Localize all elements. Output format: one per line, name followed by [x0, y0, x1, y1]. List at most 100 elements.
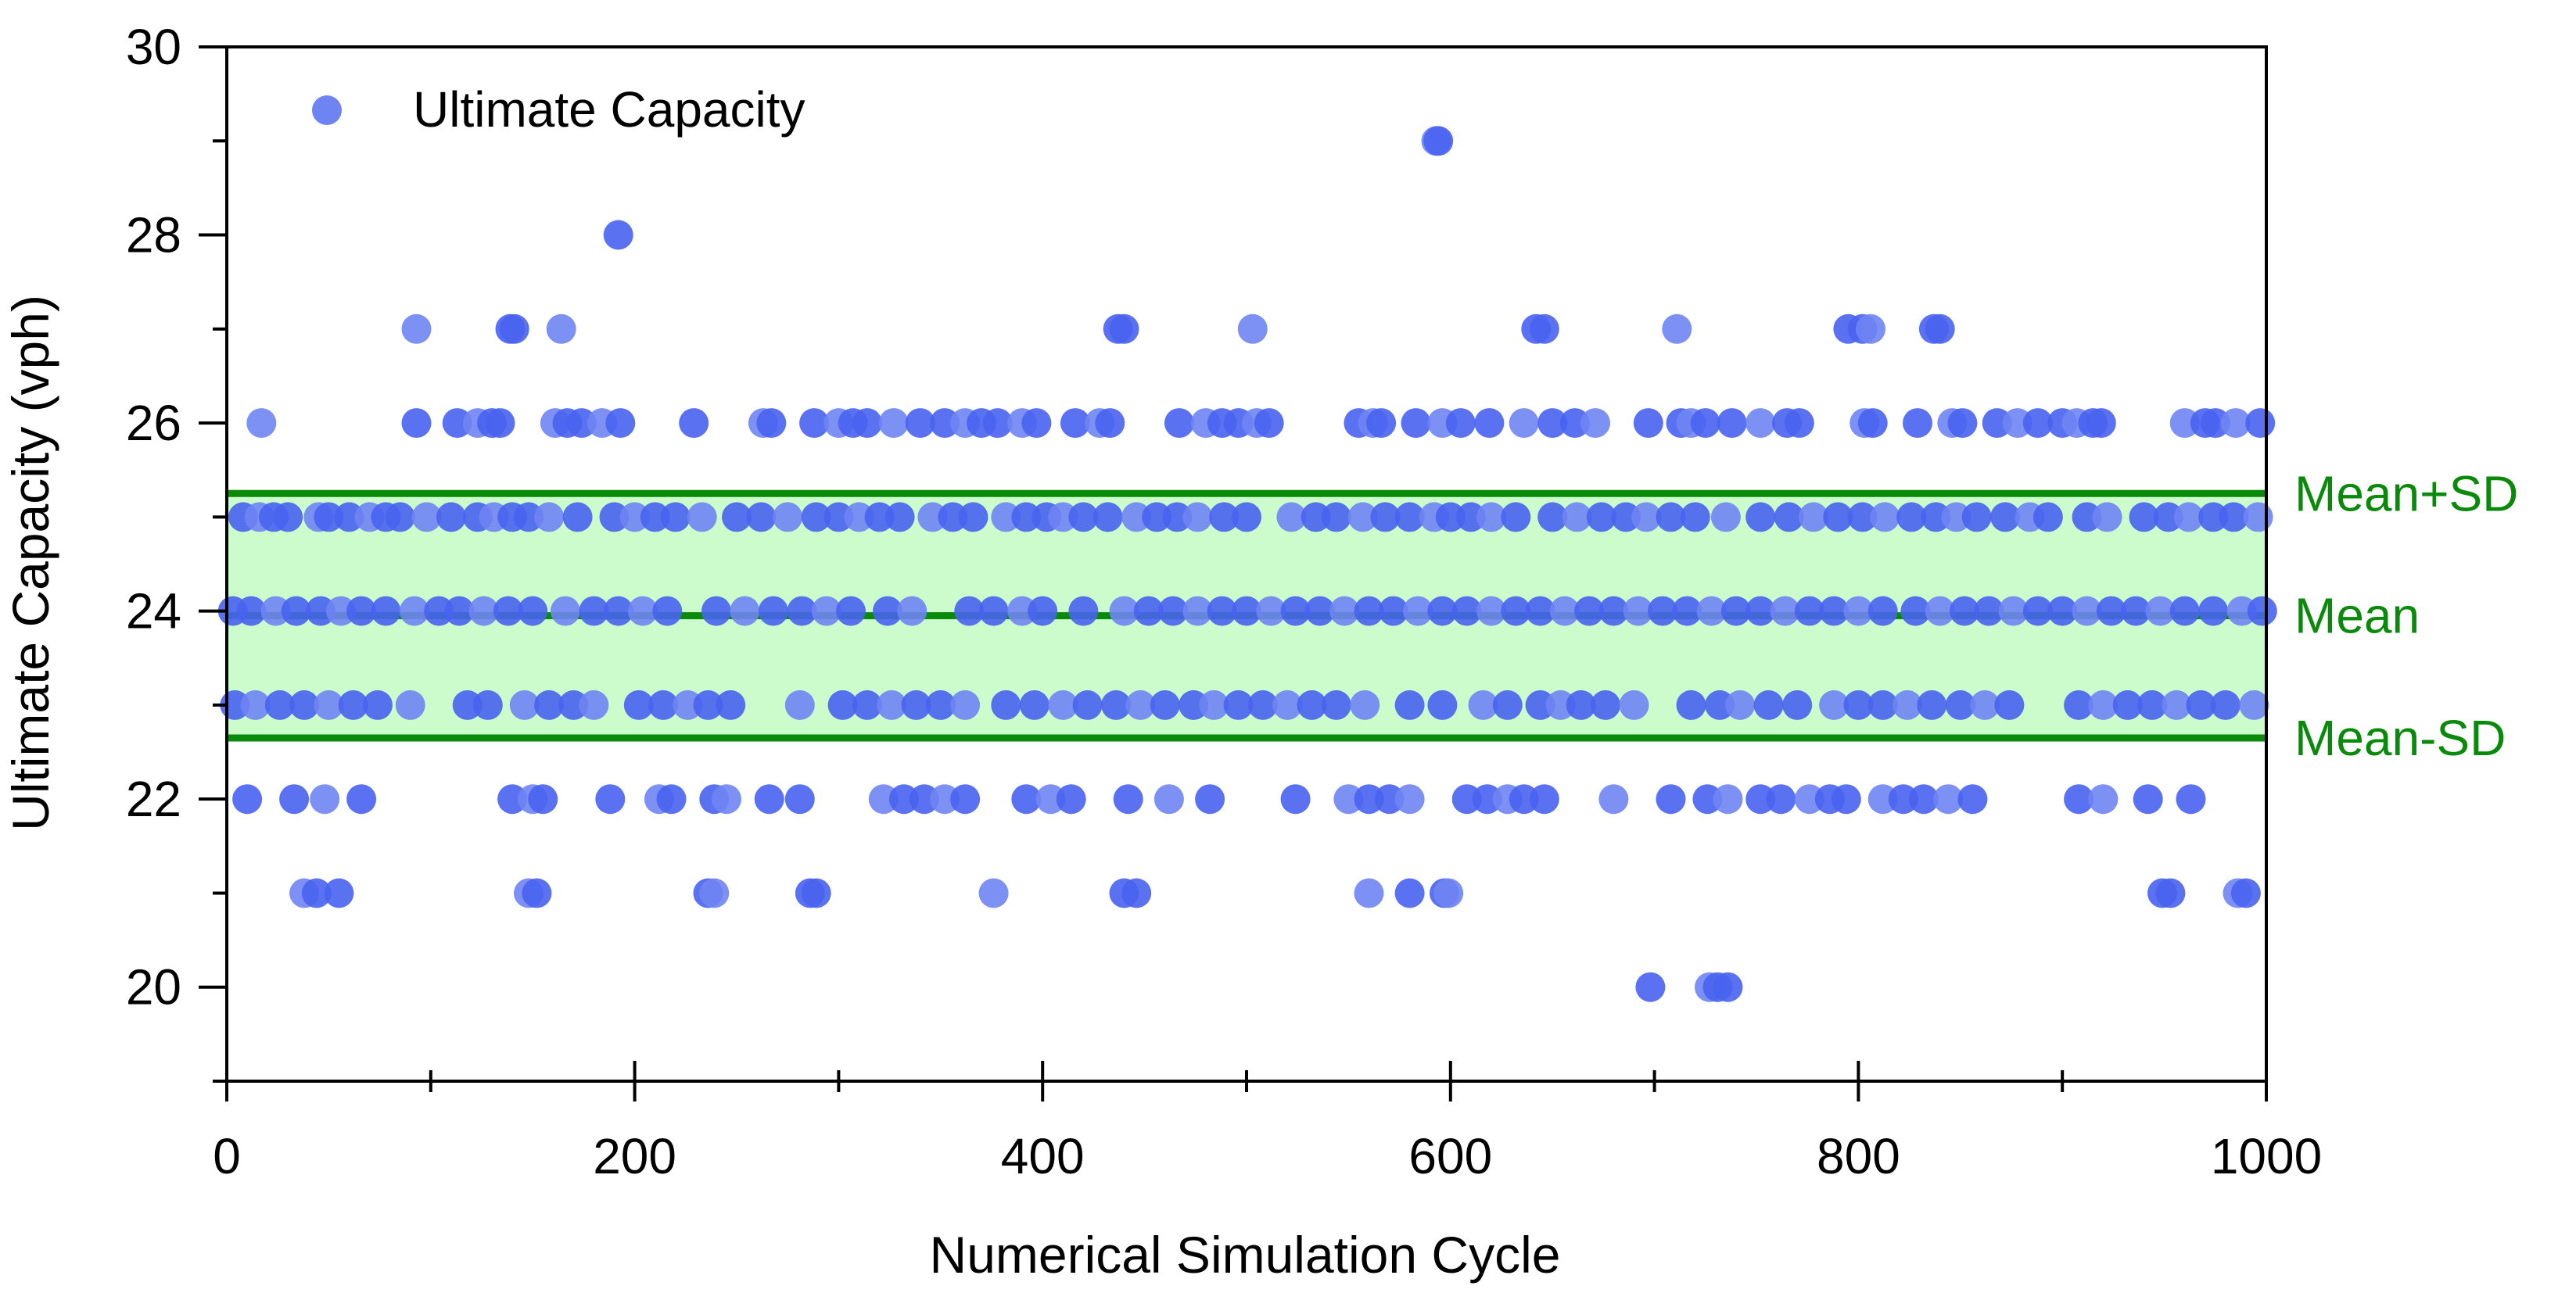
data-point [1304, 596, 1335, 626]
data-point [1150, 690, 1180, 720]
data-point [1870, 502, 1900, 532]
data-point [1656, 502, 1686, 532]
data-point [1970, 690, 2000, 720]
data-point [2002, 408, 2032, 439]
data-point [656, 784, 687, 815]
data-point [1162, 502, 1193, 532]
data-point [2200, 408, 2230, 439]
data-point [310, 784, 340, 815]
data-point [509, 690, 540, 720]
data-point [1562, 502, 1592, 532]
data-point [497, 784, 528, 815]
data-point [1158, 596, 1189, 626]
data-point [385, 502, 415, 532]
data-point [2162, 690, 2192, 720]
data-point [982, 408, 1013, 439]
data-point [2239, 690, 2269, 720]
data-point [1113, 784, 1143, 815]
data-point [534, 690, 565, 720]
data-point [722, 502, 752, 532]
data-point [991, 502, 1021, 532]
data-point [1720, 596, 1751, 626]
data-point [1770, 596, 1800, 626]
x-tick-label: 800 [1817, 1128, 1900, 1184]
data-point [2198, 502, 2229, 532]
data-point [579, 690, 609, 720]
data-point [1121, 502, 1152, 532]
data-point [562, 502, 593, 532]
data-point [346, 784, 377, 815]
data-point [2153, 502, 2183, 532]
data-point [1403, 596, 1433, 626]
data-point [514, 502, 544, 532]
data-point [2121, 596, 2151, 626]
data-point [930, 784, 960, 815]
data-point [1896, 502, 1927, 532]
data-point [2092, 502, 2122, 532]
data-point [925, 690, 956, 720]
y-tick-label: 26 [126, 395, 181, 451]
data-point [784, 690, 815, 720]
data-point [1068, 596, 1099, 626]
data-point [2210, 690, 2241, 720]
data-point [1109, 596, 1139, 626]
data-point [346, 596, 377, 626]
data-point [1933, 784, 1964, 815]
data-point [1060, 408, 1090, 439]
data-point [693, 690, 723, 720]
data-point [852, 690, 882, 720]
data-point [801, 878, 831, 908]
y-tick-label: 20 [126, 959, 181, 1015]
data-point [281, 596, 311, 626]
data-point [1782, 690, 1813, 720]
data-point [1598, 784, 1629, 815]
data-point [1819, 596, 1849, 626]
y-tick-label: 28 [126, 207, 181, 263]
data-point [799, 408, 830, 439]
data-point [2133, 784, 2163, 815]
data-point [534, 502, 565, 532]
data-point [326, 596, 356, 626]
data-point [1011, 784, 1042, 815]
data-point [1819, 690, 1849, 720]
data-point [1133, 596, 1164, 626]
data-point [1254, 408, 1284, 439]
data-point [1455, 502, 1486, 532]
data-point [730, 596, 760, 626]
data-point [485, 408, 515, 439]
data-point [1690, 408, 1720, 439]
data-point [1857, 408, 1888, 439]
data-point [1725, 690, 1756, 720]
data-point [1957, 784, 1988, 815]
data-point [1035, 784, 1066, 815]
data-point [1893, 690, 1922, 720]
data-point [1710, 502, 1741, 532]
data-point [1529, 313, 1559, 344]
data-point [2112, 690, 2143, 720]
data-point [877, 690, 907, 720]
data-point [2137, 690, 2167, 720]
data-point [1982, 408, 2012, 439]
data-point [444, 596, 475, 626]
data-point [1011, 502, 1042, 532]
data-point [1370, 502, 1401, 532]
data-point [2243, 502, 2273, 532]
data-point [950, 784, 981, 815]
legend-label: Ultimate Capacity [413, 81, 805, 138]
x-tick-label: 200 [593, 1128, 676, 1184]
data-point [1745, 784, 1776, 815]
x-axis-title: Numerical Simulation Cycle [930, 1226, 1561, 1284]
data-point [2173, 502, 2204, 532]
data-point [1048, 690, 1078, 720]
legend-marker [312, 95, 342, 125]
data-point [1921, 502, 1951, 532]
data-point [2186, 690, 2216, 720]
data-point [787, 596, 817, 626]
y-tick-label: 30 [126, 19, 181, 75]
data-point [1451, 784, 1482, 815]
data-point [2072, 502, 2102, 532]
data-point [1427, 596, 1458, 626]
data-point [2088, 784, 2119, 815]
data-point [1354, 784, 1384, 815]
